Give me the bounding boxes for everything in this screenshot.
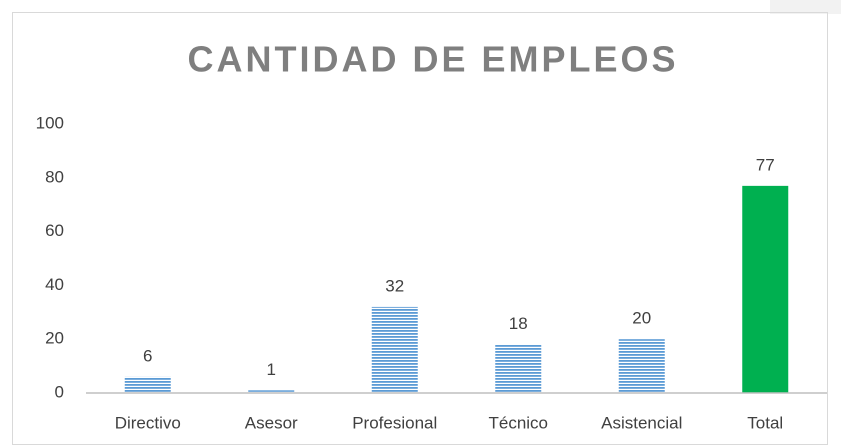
data-label: 6 <box>143 346 152 365</box>
x-tick-label: Total <box>747 413 783 432</box>
data-label: 32 <box>385 276 404 295</box>
y-tick-label: 60 <box>45 221 64 240</box>
y-tick-label: 80 <box>45 167 64 186</box>
bar <box>124 376 171 393</box>
chart-title: CANTIDAD DE EMPLEOS <box>187 39 678 80</box>
bar <box>618 339 665 393</box>
y-tick-label: 0 <box>55 382 64 401</box>
data-label: 77 <box>756 155 775 174</box>
bar <box>742 185 789 393</box>
bar <box>371 306 418 393</box>
data-label: 20 <box>632 309 651 328</box>
y-tick-label: 20 <box>45 329 64 348</box>
bar <box>248 390 295 393</box>
x-tick-label: Directivo <box>115 413 181 432</box>
x-tick-label: Técnico <box>488 413 548 432</box>
x-tick-label: Asistencial <box>601 413 682 432</box>
y-tick-label: 40 <box>45 275 64 294</box>
bar <box>495 344 542 393</box>
data-label: 18 <box>509 314 528 333</box>
x-tick-label: Profesional <box>352 413 437 432</box>
y-tick-label: 100 <box>36 113 64 132</box>
chart-border <box>12 12 828 445</box>
data-label: 1 <box>267 360 276 379</box>
x-tick-label: Asesor <box>245 413 298 432</box>
background-strip <box>770 0 841 14</box>
